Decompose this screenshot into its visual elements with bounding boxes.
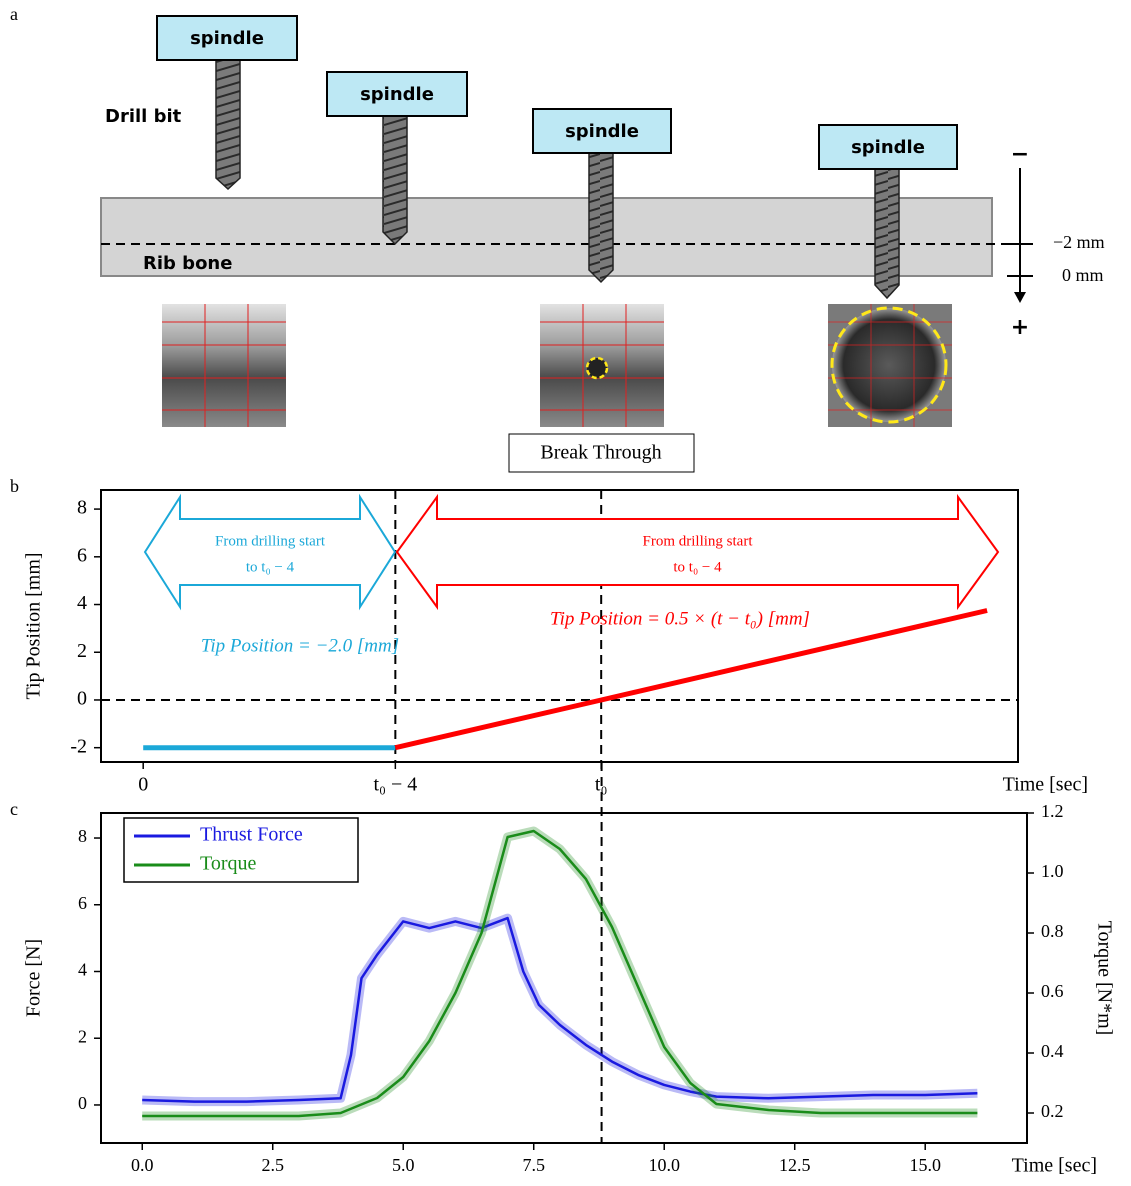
equation: Tip Position = 0.5 × (t − t₀) [mm] [550, 608, 810, 629]
panel-label: a [10, 4, 18, 24]
drill-bit [588, 152, 614, 284]
spindle-box [156, 15, 298, 61]
microscope-image [162, 304, 286, 427]
depth-label: −2 mm [1053, 232, 1105, 252]
series-spread [142, 913, 978, 1107]
y2-tick-label: 0.8 [1041, 921, 1064, 941]
y-tick-label: 8 [77, 497, 87, 519]
x-tick-label: 10.0 [648, 1155, 680, 1175]
y2-tick-label: 1.2 [1041, 801, 1064, 821]
series-line [142, 829, 978, 1118]
microscope-image [828, 304, 952, 427]
series-line [394, 608, 988, 751]
y-tick-label: 0 [77, 688, 87, 710]
legend-box [123, 817, 359, 883]
x-axis-label: Time [sec] [1003, 774, 1088, 796]
y-tick-label: 6 [78, 893, 87, 913]
y-tick-label: 2 [78, 1026, 87, 1046]
series-line [142, 916, 978, 1103]
depth-label: 0 mm [1062, 265, 1104, 285]
spindle-box [326, 71, 468, 117]
x-tick-label: 7.5 [522, 1155, 545, 1175]
depth-arrow [1014, 292, 1026, 303]
y2-axis-label: Torque [N*m] [1093, 921, 1115, 1036]
y-tick-label: 4 [78, 960, 87, 980]
x-tick-label: 5.0 [392, 1155, 415, 1175]
panel-label: c [10, 799, 18, 819]
spindle-label: spindle [190, 28, 264, 49]
y-axis-label: Tip Position [mm] [23, 552, 45, 699]
x-tick-label: 12.5 [779, 1155, 811, 1175]
spindle-box [532, 108, 672, 154]
direction-label: + [1011, 315, 1029, 340]
annotation: to t₀ − 4 [246, 559, 295, 575]
legend-label: Thrust Force [200, 824, 303, 846]
annotation: From drilling start [215, 533, 326, 549]
drill-bit-label: Drill bit [105, 106, 182, 127]
y2-tick-label: 1.0 [1041, 861, 1064, 881]
period-arrow [395, 493, 1000, 611]
rib-bone [100, 197, 993, 277]
bone-label: Rib bone [143, 253, 232, 274]
x-axis-label: Time [sec] [1012, 1155, 1097, 1177]
legend-label: Torque [200, 853, 256, 875]
x-tick-label: 0 [138, 774, 148, 796]
annotation: From drilling start [643, 533, 754, 549]
microscope-image [540, 304, 664, 427]
x-tick-label: 2.5 [261, 1155, 284, 1175]
annotation: to t₀ − 4 [673, 559, 722, 575]
spindle-label: spindle [360, 84, 434, 105]
y-tick-label: -2 [70, 735, 87, 757]
spindle-label: spindle [851, 137, 925, 158]
y-tick-label: 8 [78, 826, 87, 846]
callout-box [508, 433, 695, 473]
period-arrow [143, 493, 397, 611]
y2-tick-label: 0.6 [1041, 981, 1064, 1001]
x-tick-label: t₀ − 4 [373, 774, 417, 796]
y-tick-label: 2 [77, 640, 87, 662]
y-tick-label: 6 [77, 544, 87, 566]
y-tick-label: 4 [77, 592, 87, 614]
y-tick-label: 0 [78, 1093, 87, 1113]
diagram-panel: a spindle spindle spindle spindle Drill … [10, 4, 1105, 473]
direction-label: − [1011, 142, 1029, 167]
spindle-label: spindle [565, 121, 639, 142]
x-tick-label: 15.0 [909, 1155, 941, 1175]
x-tick-label: 0.0 [131, 1155, 154, 1175]
plot-frame [100, 812, 1028, 1144]
drill-bit [382, 115, 408, 246]
spindle-box [818, 124, 958, 170]
panel-label: b [10, 476, 19, 496]
plot-frame [100, 489, 1019, 763]
y2-tick-label: 0.4 [1041, 1041, 1064, 1061]
equation: Tip Position = −2.0 [mm] [201, 635, 399, 656]
drill-bit [874, 168, 900, 300]
callout: Break Through [540, 442, 661, 464]
drill-bit [215, 59, 241, 191]
y-axis-label: Force [N] [23, 939, 45, 1017]
y2-tick-label: 0.2 [1041, 1101, 1064, 1121]
